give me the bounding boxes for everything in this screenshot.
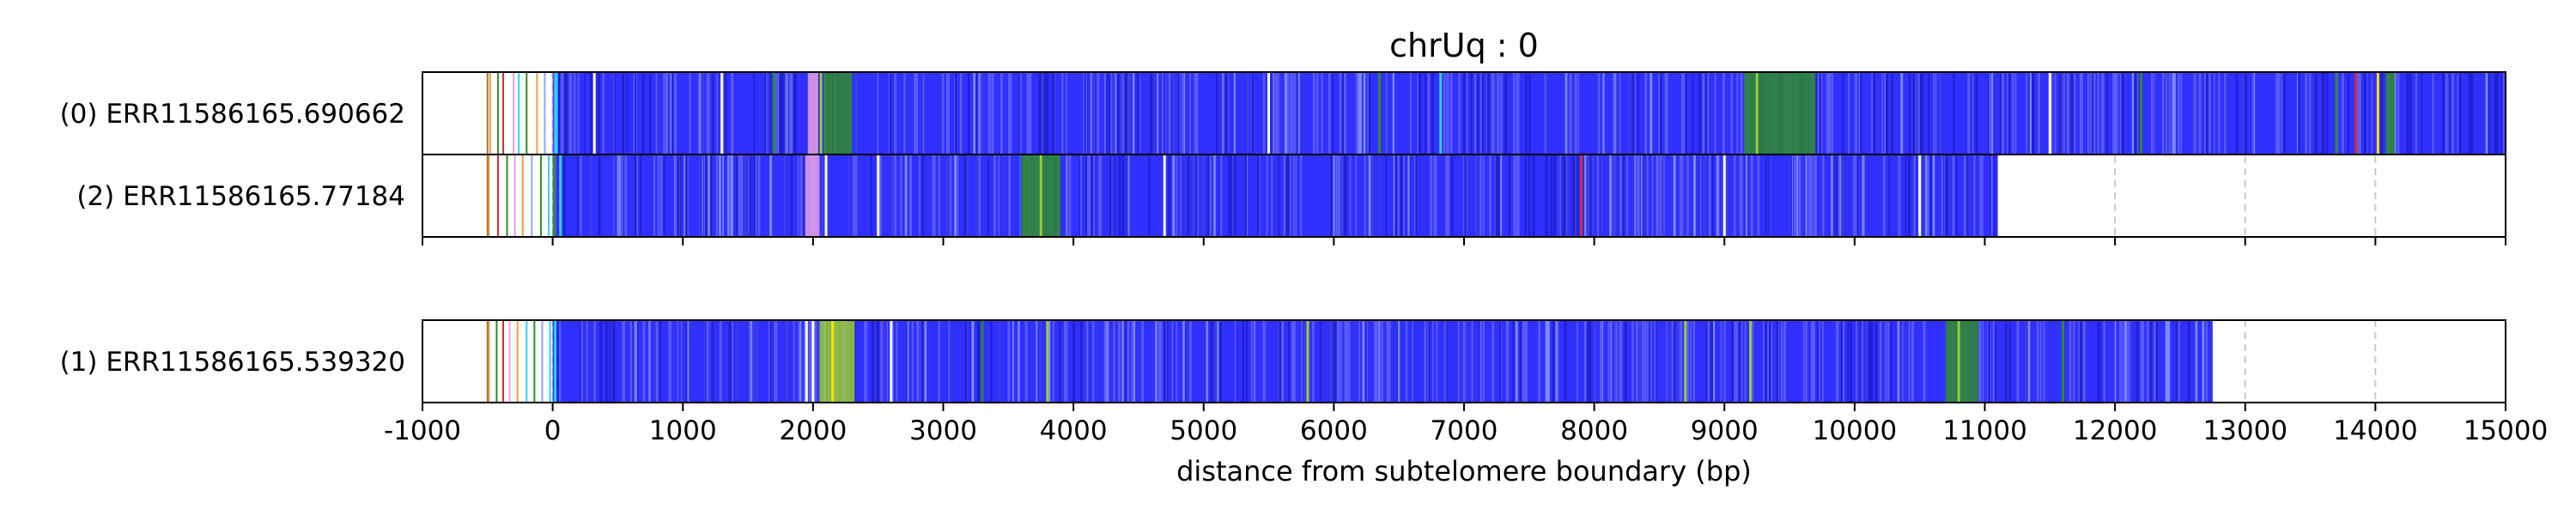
x-tick-label: 6000 <box>1300 415 1368 446</box>
repeat-band <box>1946 320 1978 403</box>
x-tick-label: 15000 <box>2464 415 2549 446</box>
track-label: (2) ERR11586165.77184 <box>76 181 405 212</box>
x-tick-label: 12000 <box>2073 415 2158 446</box>
x-tick-label: 8000 <box>1560 415 1628 446</box>
x-tick-label: 9000 <box>1691 415 1759 446</box>
x-tick-label: 2000 <box>779 415 847 446</box>
track-label: (1) ERR11586165.539320 <box>60 347 405 378</box>
plot-area: (0) ERR11586165.690662 (2) ERR11586165.77… <box>60 71 2549 446</box>
repeat-band <box>819 320 855 403</box>
track: (0) ERR11586165.690662 <box>60 72 2506 154</box>
x-tick-label: 14000 <box>2333 415 2418 446</box>
x-tick-label: 13000 <box>2202 415 2287 446</box>
x-tick-label: 7000 <box>1431 415 1498 446</box>
repeat-band <box>1743 72 1816 154</box>
x-axis-label: distance from subtelomere boundary (bp) <box>1176 455 1752 488</box>
x-tick-label: 0 <box>544 415 562 446</box>
track-label: (0) ERR11586165.690662 <box>60 99 405 130</box>
x-tick-label: 10000 <box>1813 415 1898 446</box>
x-tick-label: 11000 <box>1942 415 2027 446</box>
repeat-band <box>807 72 818 154</box>
chart-title: chrUq : 0 <box>1389 27 1539 64</box>
track: (2) ERR11586165.77184 <box>76 154 2506 237</box>
x-tick-label: 5000 <box>1170 415 1237 446</box>
repeat-band <box>823 72 853 154</box>
repeat-band <box>2385 72 2396 154</box>
repeat-band <box>805 154 820 237</box>
x-tick-label: 3000 <box>909 415 977 446</box>
x-tick-label: 1000 <box>649 415 717 446</box>
x-tick-label: 4000 <box>1040 415 1108 446</box>
x-tick-label: -1000 <box>384 415 461 446</box>
track: (1) ERR11586165.539320 <box>60 320 2213 403</box>
repeat-region <box>552 154 1998 237</box>
